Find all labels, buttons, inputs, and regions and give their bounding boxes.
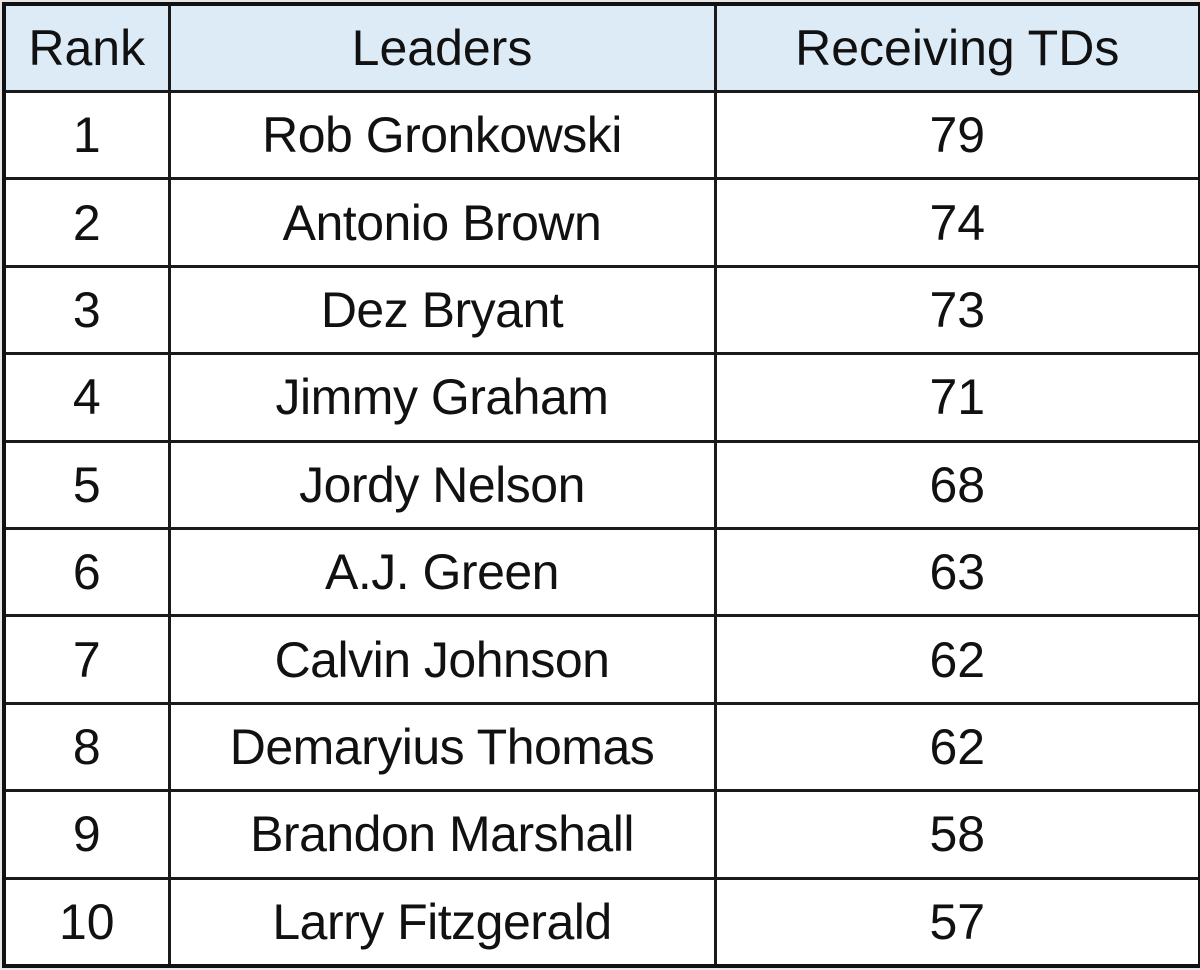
leader-name-cell[interactable]: Jimmy Graham <box>167 352 717 443</box>
column-header-receiving-tds[interactable]: Receiving TDs <box>713 4 1200 93</box>
table-row: 5 Jordy Nelson 68 <box>2 439 1200 530</box>
table-row: 2 Antonio Brown 74 <box>2 177 1200 268</box>
receiving-tds-cell[interactable]: 62 <box>713 614 1200 705</box>
receiving-tds-cell[interactable]: 79 <box>713 89 1200 181</box>
leader-name-cell[interactable]: A.J. Green <box>167 526 717 618</box>
rank-cell[interactable]: 8 <box>2 701 171 793</box>
receiving-tds-cell[interactable]: 68 <box>713 439 1200 530</box>
rank-cell[interactable]: 3 <box>2 264 171 356</box>
header-row: Rank Leaders Receiving TDs <box>2 4 1200 93</box>
leader-name-cell[interactable]: Antonio Brown <box>167 177 717 268</box>
rank-cell[interactable]: 5 <box>2 439 171 530</box>
rank-cell[interactable]: 9 <box>2 789 171 880</box>
receiving-tds-cell[interactable]: 62 <box>713 701 1200 793</box>
receiving-tds-cell[interactable]: 57 <box>713 876 1200 968</box>
leader-name-cell[interactable]: Demaryius Thomas <box>167 701 717 793</box>
receiving-tds-cell[interactable]: 63 <box>713 526 1200 618</box>
leader-name-cell[interactable]: Dez Bryant <box>167 264 717 356</box>
table-row: 8 Demaryius Thomas 62 <box>2 701 1200 793</box>
receiving-tds-cell[interactable]: 74 <box>713 177 1200 268</box>
column-header-leaders[interactable]: Leaders <box>167 4 717 93</box>
table-row: 10 Larry Fitzgerald 57 <box>2 876 1200 968</box>
rank-cell[interactable]: 1 <box>2 89 171 181</box>
rank-cell[interactable]: 7 <box>2 614 171 705</box>
table-row: 3 Dez Bryant 73 <box>2 264 1200 356</box>
leader-name-cell[interactable]: Rob Gronkowski <box>167 89 717 181</box>
receiving-tds-cell[interactable]: 71 <box>713 352 1200 443</box>
table-row: 9 Brandon Marshall 58 <box>2 789 1200 880</box>
rank-cell[interactable]: 2 <box>2 177 171 268</box>
leader-name-cell[interactable]: Calvin Johnson <box>167 614 717 705</box>
rank-cell[interactable]: 4 <box>2 352 171 443</box>
rank-cell[interactable]: 10 <box>2 876 171 968</box>
leader-name-cell[interactable]: Brandon Marshall <box>167 789 717 880</box>
receiving-tds-cell[interactable]: 58 <box>713 789 1200 880</box>
receiving-tds-cell[interactable]: 73 <box>713 264 1200 356</box>
column-header-rank[interactable]: Rank <box>2 4 171 93</box>
table-row: 1 Rob Gronkowski 79 <box>2 89 1200 181</box>
leader-name-cell[interactable]: Larry Fitzgerald <box>167 876 717 968</box>
table-row: 7 Calvin Johnson 62 <box>2 614 1200 705</box>
table-row: 6 A.J. Green 63 <box>2 526 1200 618</box>
leader-name-cell[interactable]: Jordy Nelson <box>167 439 717 530</box>
rank-cell[interactable]: 6 <box>2 526 171 618</box>
table-row: 4 Jimmy Graham 71 <box>2 352 1200 443</box>
